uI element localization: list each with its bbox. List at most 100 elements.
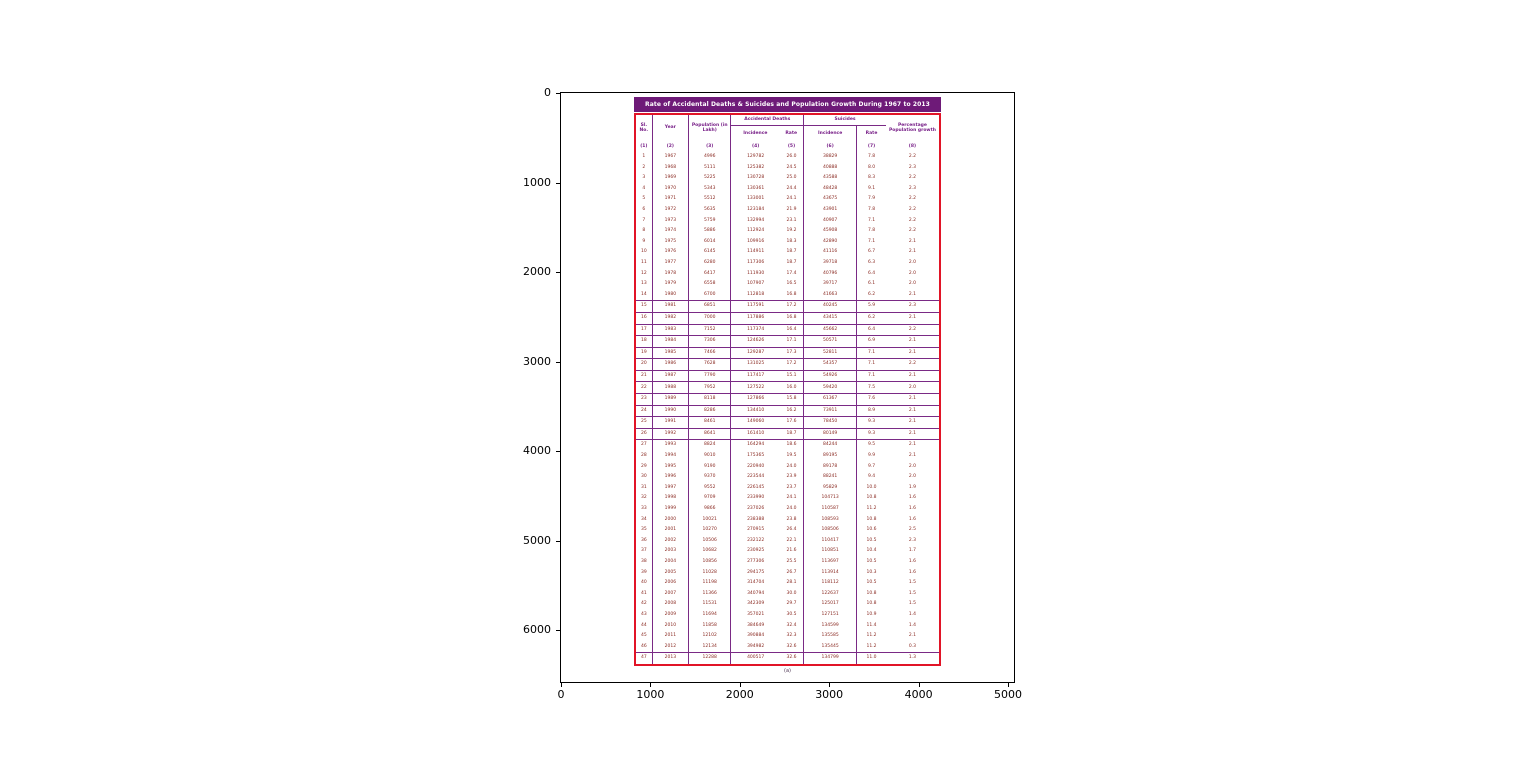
table-row: 3 1969 5225 130728 25.0 43588 8.3 2.2	[636, 173, 939, 184]
table-row: 37 2003 10682 230925 21.6 110851 10.4 1.7	[636, 546, 939, 557]
table-cell: 35	[636, 525, 653, 536]
table-cell: 5111	[689, 162, 732, 174]
table-cell: 1999	[653, 504, 690, 515]
table-cell: 129782	[747, 154, 765, 160]
table-cell: 1.6	[908, 569, 917, 575]
table-cell: 129287	[747, 349, 765, 355]
table-caption: (a)	[784, 668, 791, 674]
table-cell: 38829	[804, 152, 858, 163]
table-cell: 40245	[804, 301, 858, 312]
table-cell: 22.1	[780, 535, 805, 547]
table-cell: 131025	[747, 361, 765, 367]
table-cell: 18	[636, 336, 653, 347]
table-cell: 130728	[747, 175, 765, 181]
table-cell: 95829	[804, 482, 858, 494]
table-cell: 2.0	[908, 463, 917, 469]
table-cell: 10021	[689, 514, 732, 526]
table-cell: 1979	[653, 279, 690, 290]
table-cell: 10.6	[866, 527, 877, 533]
y-tick-label: 1000	[523, 175, 551, 189]
table-cell: 24.4	[780, 183, 805, 195]
table-cell: 230925	[747, 548, 765, 554]
table-cell: 32.6	[780, 641, 805, 653]
table-row: 41 2007 11366 340794 30.0 122637 10.8 1.5	[636, 588, 939, 600]
table-cell: 2013	[653, 653, 690, 664]
table-row: 33 1999 9866 237026 24.0 110587 11.2 1.6	[636, 504, 939, 515]
table-cell: 2008	[653, 599, 690, 610]
table-cell: 125017	[804, 599, 858, 610]
y-tick-label: 0	[544, 86, 551, 99]
table-cell: 2.2	[908, 175, 917, 181]
table-cell: 1993	[653, 440, 690, 452]
y-tick-mark	[556, 93, 561, 94]
y-tick-label: 4000	[523, 444, 551, 457]
table-cell: 1986	[653, 359, 690, 370]
table-cell: 1989	[653, 394, 690, 405]
table-cell: 2.2	[908, 217, 917, 223]
table-cell: 45908	[804, 226, 858, 237]
table-cell: 19.2	[780, 226, 805, 237]
table-cell: 11.2	[866, 506, 877, 512]
table-cell: 220940	[747, 463, 765, 469]
y-tick-mark	[556, 630, 561, 631]
table-cell: 114911	[747, 249, 765, 255]
table-cell: 10270	[689, 525, 732, 536]
table-cell: 0.3	[908, 643, 917, 649]
table-cell: 21.6	[780, 546, 805, 557]
table-cell: 294175	[747, 569, 765, 575]
table-cell: 122637	[804, 588, 858, 600]
table-cell: 9709	[689, 493, 732, 504]
table-cell: 9.5	[867, 442, 876, 448]
table-cell: 10.5	[866, 580, 877, 586]
table-cell: 12134	[689, 641, 732, 653]
table-cell: 23.8	[780, 514, 805, 526]
table-cell: 5	[636, 194, 653, 205]
table-cell: 1975	[653, 236, 690, 248]
table-cell: 2010	[653, 620, 690, 632]
column-number: (1)	[636, 141, 653, 152]
table-cell: 117374	[747, 326, 765, 332]
subcol-accidental-rate: Rate	[785, 130, 798, 136]
table-cell: 270915	[747, 527, 765, 533]
table-cell: 38	[636, 556, 653, 568]
table-cell: 127866	[747, 396, 765, 402]
table-cell: 18.7	[780, 428, 805, 440]
table-cell: 1987	[653, 370, 690, 382]
table-cell: 1.6	[908, 516, 917, 522]
subcol-accidental-incidence: Incidence	[743, 130, 768, 136]
table-cell: 113697	[804, 556, 858, 568]
table-cell: 23.7	[780, 482, 805, 494]
table-cell: 11.2	[866, 643, 877, 649]
x-tick-mark	[1008, 682, 1009, 687]
table-cell: 277306	[747, 559, 765, 565]
plot-axes: Rate of Accidental Deaths & Suicides and…	[523, 87, 1022, 701]
table-cell: 2.1	[908, 249, 917, 255]
table-cell: 1.6	[908, 506, 917, 512]
table-cell: 24.5	[780, 162, 805, 174]
table-cell: 232122	[747, 537, 765, 543]
table-cell: 2.1	[908, 396, 917, 402]
table-cell: 2.3	[908, 537, 917, 543]
table-cell: 17	[636, 324, 653, 336]
column-number: (4)	[752, 144, 760, 149]
table-cell: 112818	[747, 291, 765, 297]
table-cell: 8.3	[867, 175, 876, 181]
table-row: 2 1968 5111 125382 24.5 40888 8.0 2.3	[636, 162, 939, 174]
table-cell: 33	[636, 504, 653, 515]
table-row: 14 1980 6700 112818 16.8 41663 6.2 2.1	[636, 289, 939, 301]
table-cell: 175365	[747, 453, 765, 459]
table-row: 32 1998 9709 233990 24.1 104713 10.8 1.6	[636, 493, 939, 504]
table-cell: 107907	[747, 281, 765, 287]
table-row: 46 2012 12134 394982 32.6 135445 11.2 0.3	[636, 641, 939, 653]
table-cell: 11.4	[866, 622, 877, 628]
table-row: 25 1991 8461 149060 17.6 78450 9.3 2.1	[636, 416, 939, 428]
y-tick-mark	[556, 182, 561, 184]
table-row: 12 1978 6417 111930 17.4 40796 6.4 2.0	[636, 268, 939, 280]
table-cell: 1972	[653, 204, 690, 216]
table-cell: 9866	[689, 504, 732, 515]
table-cell: 1.4	[908, 611, 917, 617]
table-cell: 15.8	[780, 394, 805, 405]
table-row: 9 1975 6014 109916 18.3 42890 7.1 2.1	[636, 236, 939, 248]
table-cell: 2.0	[908, 384, 917, 390]
table-row: 28 1994 9010 175365 19.5 89195 9.9 2.1	[636, 451, 939, 462]
